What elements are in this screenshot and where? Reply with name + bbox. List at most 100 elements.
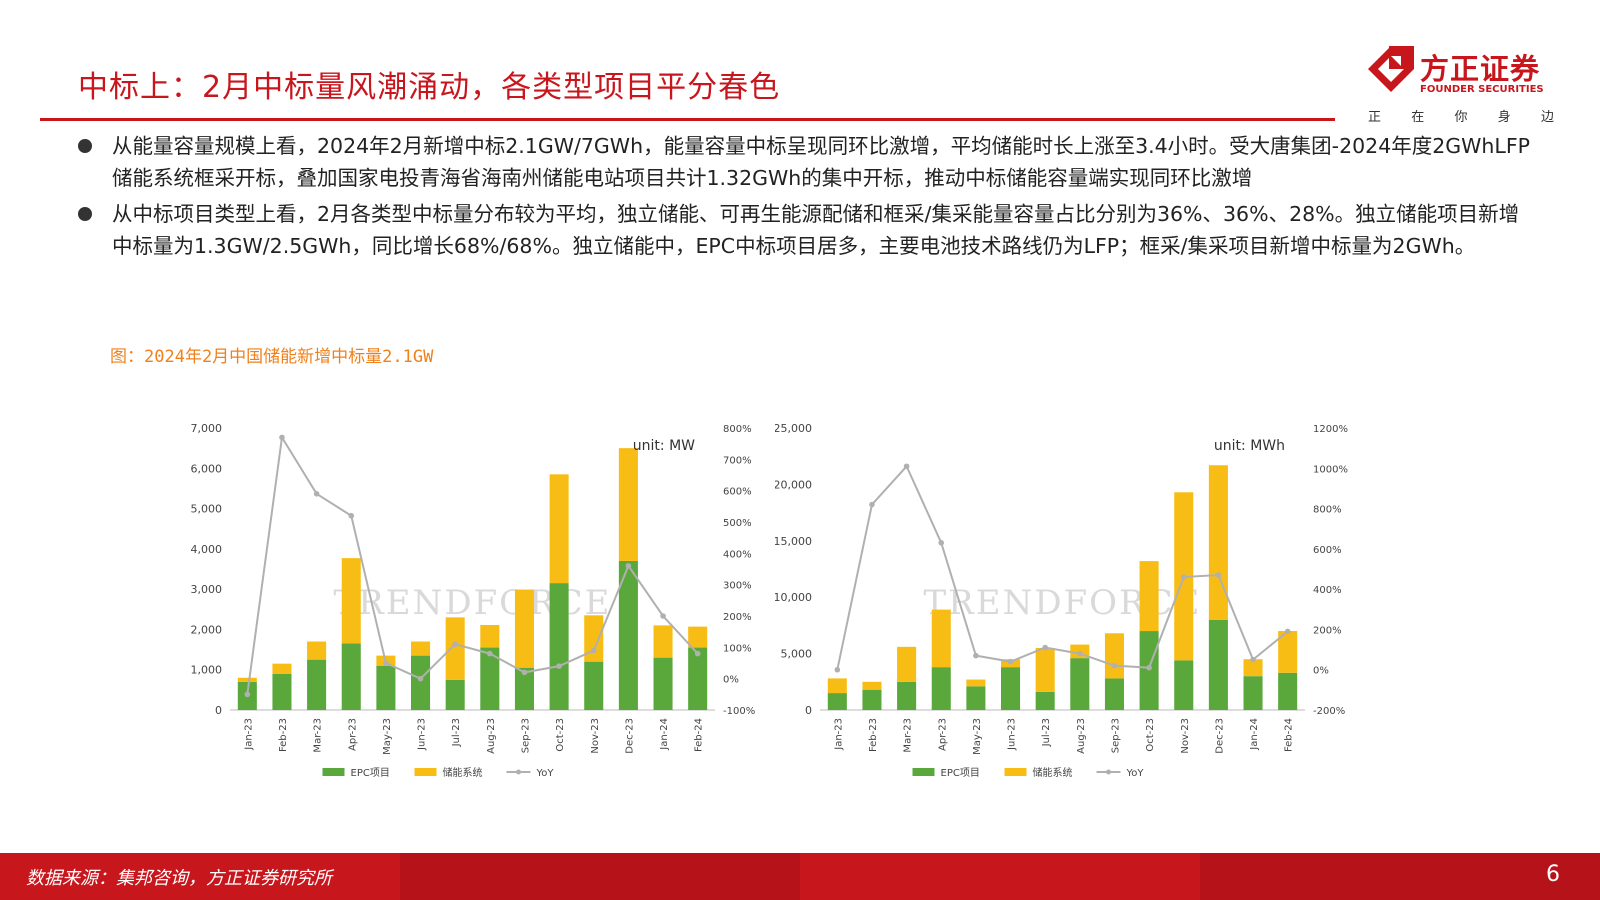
x-tick-label: Dec-23 [1214, 718, 1225, 754]
title-divider [40, 118, 1335, 121]
y-left-tick-label: 6,000 [191, 462, 223, 475]
x-tick-label: Jan-23 [833, 718, 844, 751]
bar-epc [618, 560, 638, 710]
yoy-point [1111, 662, 1118, 669]
y-right-tick-label: -200% [1313, 706, 1345, 717]
y-right-tick-label: 400% [1313, 585, 1342, 596]
bar-storage-system [827, 678, 847, 694]
bar-storage-system [272, 663, 292, 674]
bar-epc [931, 667, 951, 710]
yoy-point [417, 675, 424, 682]
logo-mark-icon [1368, 46, 1414, 92]
x-tick-label: Jun-23 [1007, 718, 1018, 751]
legend-label-epc: EPC项目 [351, 767, 390, 779]
y-left-tick-label: 5,000 [191, 503, 223, 516]
y-right-tick-label: 600% [723, 487, 752, 498]
y-left-tick-label: 20,000 [775, 478, 812, 491]
bar-storage-system [1139, 561, 1159, 632]
y-right-tick-label: 600% [1313, 545, 1342, 556]
x-tick-label: Oct-23 [555, 718, 566, 752]
x-tick-label: Oct-23 [1145, 718, 1156, 752]
legend-swatch-epc [322, 768, 345, 776]
bar-epc [862, 689, 882, 710]
x-tick-label: Mar-23 [903, 718, 914, 753]
page-title: 中标上：2月中标量风潮涌动，各类型项目平分春色 [78, 70, 781, 105]
yoy-point [1250, 656, 1256, 663]
footer-bar [0, 853, 1600, 900]
slogan-char: 边 [1540, 110, 1554, 125]
bullet-dot-icon [78, 207, 92, 221]
bar-epc [1104, 678, 1124, 710]
figure-caption: 图：2024年2月中国储能新增中标量2.1GW [110, 347, 434, 367]
yoy-point [383, 660, 389, 666]
yoy-point [487, 650, 493, 657]
yoy-point [938, 540, 945, 546]
yoy-line [246, 434, 699, 695]
y-right-tick-label: -100% [723, 706, 755, 717]
yoy-point [694, 650, 701, 657]
y-left-tick-label: 15,000 [775, 535, 812, 548]
yoy-point [313, 491, 320, 497]
y-right-tick-label: 100% [723, 643, 752, 654]
x-tick-label: Aug-23 [486, 718, 497, 754]
data-source-note: 数据来源：集邦咨询，方正证券研究所 [26, 868, 332, 889]
bar-storage-system [411, 641, 431, 656]
legend-label-storage-system: 储能系统 [1033, 766, 1073, 779]
x-tick-label: Jan-23 [243, 718, 254, 751]
y-left-tick-label: 0 [805, 704, 812, 717]
y-right-tick-label: 0% [1313, 666, 1329, 677]
yoy-point [1284, 628, 1291, 635]
yoy-point [1042, 644, 1048, 651]
bar-epc [584, 661, 604, 710]
legend-swatch-storage-system [414, 768, 437, 776]
legend-label-storage-system: 储能系统 [443, 766, 483, 779]
y-right-tick-label: 200% [1313, 625, 1342, 636]
bar-storage-system [549, 474, 569, 584]
y-right-tick-label: 800% [723, 424, 752, 435]
bar-storage-system [653, 625, 673, 658]
bar-storage-system [862, 681, 882, 690]
yoy-point [1146, 664, 1152, 671]
bar-storage-system [931, 609, 951, 668]
x-tick-label: Dec-23 [624, 718, 635, 754]
x-tick-label: Jan-24 [659, 718, 670, 751]
yoy-line [836, 464, 1289, 670]
x-tick-label: Apr-23 [937, 718, 948, 751]
y-left-tick-label: 0 [215, 704, 222, 717]
bar-epc [966, 686, 986, 710]
bar-epc [480, 647, 500, 710]
logo-slogan: 正 在 你 身 边 [1368, 106, 1554, 125]
yoy-point [1077, 650, 1083, 657]
unit-label: unit: MWh [1214, 438, 1285, 454]
yoy-point [279, 434, 285, 441]
bar-storage-system [966, 679, 986, 687]
y-left-tick-label: 1,000 [191, 664, 223, 677]
bullet-text: 从能量容量规模上看，2024年2月新增中标2.1GW/7GWh，能量容量中标呈现… [112, 134, 1531, 190]
bar-storage-system [514, 589, 534, 668]
y-left-tick-label: 2,000 [191, 623, 223, 636]
x-tick-label: Feb-24 [1284, 718, 1295, 752]
bullet-item: 从能量容量规模上看，2024年2月新增中标2.1GW/7GWh，能量容量中标呈现… [72, 130, 1532, 194]
yoy-point [348, 512, 355, 519]
yoy-point [660, 613, 666, 619]
bar-epc [1070, 658, 1090, 710]
bar-storage-system [1278, 631, 1298, 673]
bullet-dot-icon [78, 139, 92, 153]
slogan-char: 正 [1368, 110, 1382, 125]
legend-swatch-yoy-point [1106, 769, 1111, 775]
bar-storage-system [445, 617, 465, 680]
legend-label-yoy: YoY [536, 768, 555, 779]
bar-epc [827, 693, 847, 710]
y-right-tick-label: 400% [723, 549, 752, 560]
yoy-point [625, 563, 632, 569]
x-tick-label: Nov-23 [1180, 718, 1191, 754]
slogan-char: 在 [1411, 110, 1425, 125]
slogan-char: 身 [1497, 110, 1511, 125]
logo-name: 方正证券 [1420, 52, 1541, 86]
yoy-point [869, 501, 875, 508]
bar-storage-system [237, 677, 257, 682]
bar-epc [376, 665, 396, 710]
bar-epc [897, 681, 917, 710]
y-right-tick-label: 300% [723, 581, 752, 592]
x-tick-label: Feb-23 [278, 718, 289, 752]
